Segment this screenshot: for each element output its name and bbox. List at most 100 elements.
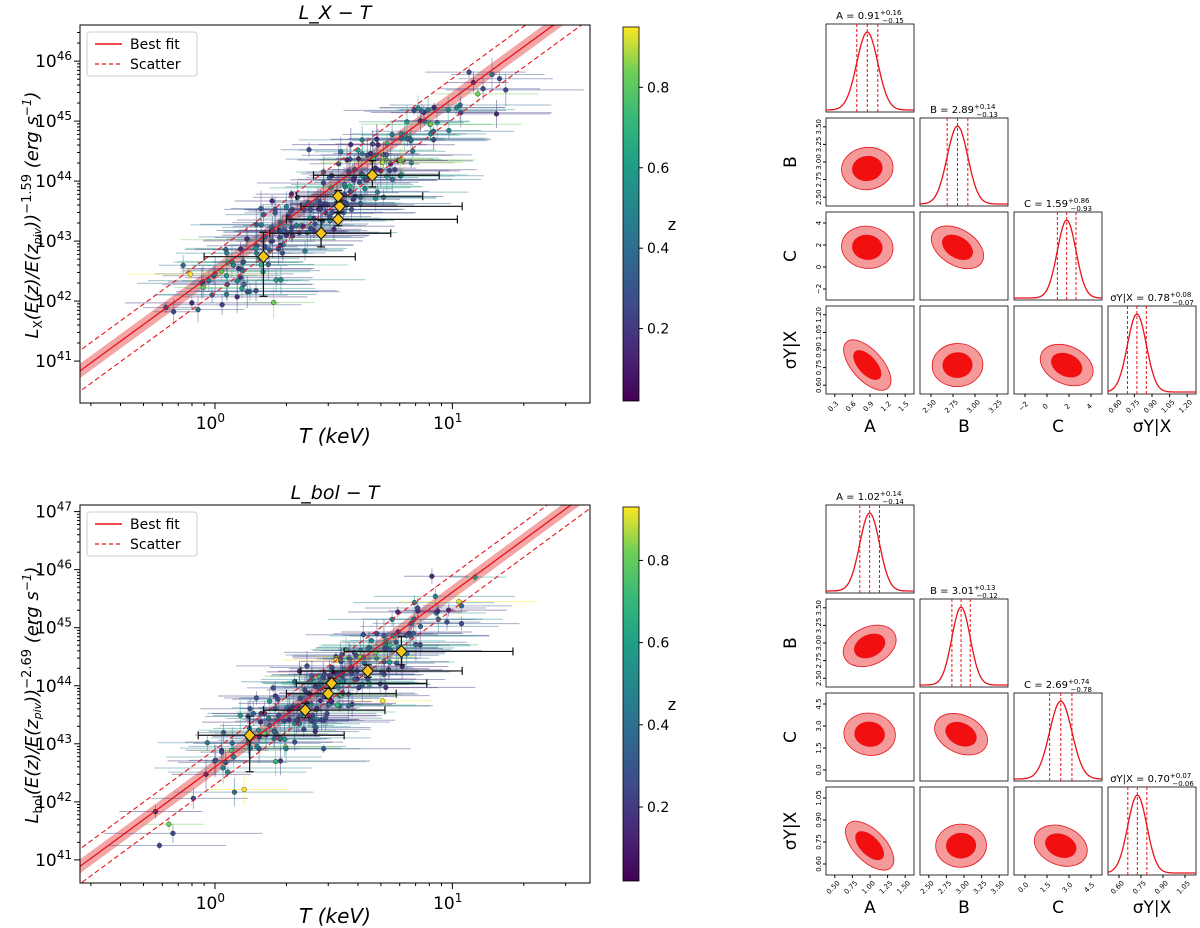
data-point-marker	[312, 221, 318, 227]
data-point-marker	[334, 702, 341, 708]
data-point-marker	[200, 284, 206, 291]
data-point-marker	[489, 71, 495, 78]
data-point	[319, 155, 461, 187]
data-point-marker	[237, 246, 244, 252]
data-point-marker	[359, 151, 365, 157]
data-point-marker	[213, 757, 219, 763]
data-point	[208, 716, 360, 748]
scatter-legend-label: Scatter	[130, 57, 181, 73]
binned-point	[300, 664, 463, 678]
data-point-marker	[503, 87, 509, 93]
posterior-title: B = 3.01+0.13 −0.12	[930, 584, 998, 600]
corner-x-tick-label: 3.00	[965, 398, 982, 415]
data-point	[202, 716, 337, 728]
data-point	[343, 106, 507, 115]
data-point-marker	[316, 673, 322, 679]
x-tick-label: 101	[433, 891, 462, 914]
data-point-marker	[425, 107, 431, 113]
data-point	[350, 637, 400, 645]
data-point	[320, 187, 376, 202]
data-point-marker	[458, 621, 465, 627]
data-point-marker	[279, 250, 286, 256]
colorbar-tick-label: 0.2	[647, 800, 669, 816]
data-point-marker	[444, 619, 450, 625]
data-point	[242, 286, 315, 319]
binned-point	[262, 702, 386, 719]
data-point-marker	[374, 136, 380, 142]
lx-colorbar-label: z	[668, 215, 676, 234]
data-point-marker	[283, 746, 289, 752]
data-point	[361, 609, 483, 629]
data-point	[360, 618, 499, 634]
data-point-marker	[292, 739, 298, 745]
data-point-marker	[347, 183, 353, 189]
corner-y-tick-label: 3.0	[815, 720, 823, 731]
data-point-marker	[187, 271, 194, 277]
data-point-marker	[344, 157, 350, 163]
data-point	[141, 818, 205, 831]
corner-cell-frame	[919, 598, 1009, 688]
lbol-legend: Best fit Scatter	[86, 511, 198, 557]
data-point	[422, 600, 512, 612]
data-point	[212, 238, 344, 262]
data-point	[247, 687, 299, 715]
data-point	[157, 734, 272, 751]
data-point-marker	[466, 69, 472, 75]
data-point-marker	[307, 207, 314, 213]
corner-x-tick-label: 1.5	[897, 400, 911, 414]
corner-x-tick-label: 1.50	[895, 879, 912, 896]
data-point-marker	[338, 149, 344, 155]
data-point-marker	[413, 641, 419, 648]
lbol-plot-area	[80, 505, 590, 883]
data-point-marker	[224, 250, 230, 256]
data-point	[254, 707, 335, 733]
data-point-marker	[453, 105, 460, 111]
data-point-marker	[171, 309, 177, 315]
data-point-marker	[368, 638, 375, 644]
data-point-marker	[302, 248, 308, 254]
data-point-marker	[170, 830, 176, 836]
corner-y-tick-label: 0.90	[815, 812, 823, 828]
data-point-marker	[379, 159, 385, 165]
data-point-marker	[387, 642, 393, 648]
colorbar-tick-label: 0.6	[647, 161, 669, 177]
corner-x-tick-label: 0.90	[1142, 398, 1159, 415]
data-point	[403, 568, 469, 585]
lx-colorbar	[622, 26, 640, 402]
posterior-title: A = 1.02+0.14 −0.14	[836, 490, 904, 506]
data-point	[215, 265, 366, 295]
data-point-marker	[393, 639, 399, 645]
data-point-marker	[156, 842, 163, 849]
contour-1sigma	[1045, 833, 1077, 858]
data-point	[358, 105, 470, 139]
data-point	[400, 96, 465, 124]
data-point	[147, 270, 289, 291]
data-point-marker	[383, 684, 389, 690]
data-point-marker	[258, 205, 264, 212]
data-point-marker	[277, 234, 283, 241]
data-point-marker	[241, 786, 247, 793]
data-point-marker	[288, 229, 294, 235]
contour-1sigma	[852, 234, 883, 260]
data-point	[378, 102, 506, 113]
data-point	[335, 646, 430, 670]
data-point	[200, 209, 329, 240]
corner-x-tick-label: 2.75	[943, 398, 960, 415]
corner-x-tick-label: 0.60	[1107, 398, 1124, 415]
lx-axes-frame	[79, 24, 591, 404]
binned-point-marker	[325, 676, 338, 691]
data-point-marker	[435, 608, 441, 614]
y-tick-label: 1047	[35, 500, 72, 523]
corner-x-tick-label: 1.2	[879, 400, 893, 414]
data-point	[154, 752, 313, 784]
data-point-marker	[238, 274, 244, 281]
x-tick-label: 101	[433, 411, 462, 434]
corner-x-tick-label: 0.6	[844, 399, 858, 413]
corner-cell-frame	[825, 504, 915, 594]
data-point	[256, 722, 322, 756]
corner-x-axis-label: A	[864, 417, 876, 437]
binned-point	[343, 636, 514, 666]
data-point-marker	[234, 294, 240, 300]
